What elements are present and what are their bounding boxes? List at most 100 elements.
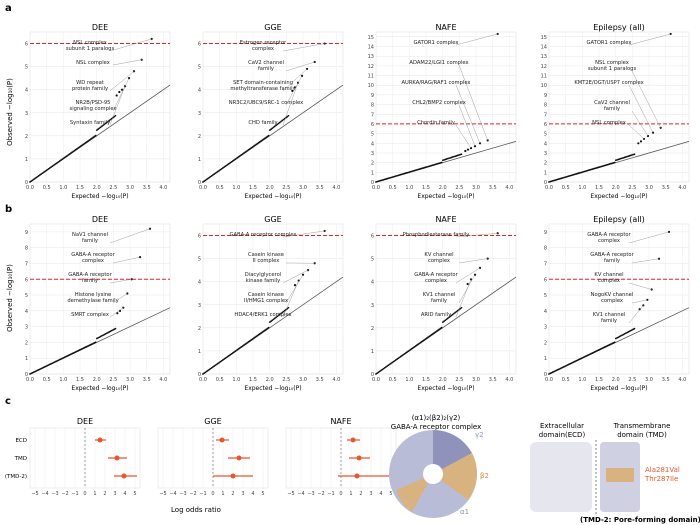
y-tick-label: 0 <box>371 180 374 186</box>
x-tick-label: −4 <box>297 491 304 497</box>
x-tick-label: 3.0 <box>126 185 134 191</box>
forest-plot-nafe: NAFE −5 −4 −3 −2 −1 0 1 2 3 4 5 <box>285 417 397 497</box>
annotation-leader <box>628 305 644 324</box>
y-tick-label: 1 <box>25 157 28 163</box>
x-tick-label: 3.0 <box>472 377 480 383</box>
y-tick-label: 8 <box>544 246 547 252</box>
y-tick-label: 1 <box>198 157 201 163</box>
annotation-label: NR3C2/UBC9/SRC-1 complex <box>229 100 303 106</box>
x-tick-label: 0.0 <box>199 185 207 191</box>
x-tick-label: 3.5 <box>143 185 151 191</box>
qq-point <box>273 317 276 320</box>
y-tick-label: 7 <box>544 112 547 118</box>
tmd2-caption: (TMD-2: Pore-forming domain) <box>580 516 700 524</box>
qq-point <box>267 326 270 329</box>
y-tick-label: 1 <box>544 170 547 176</box>
chart-title: NAFE <box>330 417 351 426</box>
x-tick-label: 1.5 <box>249 185 257 191</box>
qq-point <box>280 120 282 123</box>
tmd2-helix <box>606 468 634 482</box>
annotation-leader <box>282 269 309 284</box>
point-estimate <box>356 455 362 461</box>
structure-title-name: GABA-A receptor complex <box>391 423 481 431</box>
point-estimate <box>230 473 236 479</box>
structure-title-stoichiometry: (α1)₂(β2)₂(γ2) <box>412 414 461 422</box>
x-tick-label: 4 <box>251 491 254 497</box>
annotation-label: demethylase family <box>67 298 118 304</box>
qq-point <box>94 341 97 344</box>
x-tick-label: 2.5 <box>282 377 290 383</box>
annotation-label: NSL complex <box>76 60 110 66</box>
x-axis-label: Expected −log₁₀(P) <box>590 385 647 392</box>
annotation-leader <box>109 279 132 284</box>
qq-point-top <box>464 149 467 153</box>
annotation-label: family <box>258 66 274 72</box>
y-tick-label: 9 <box>544 93 547 99</box>
annotation-leader <box>109 38 152 52</box>
qq-plot-b-gge: GGE 0 1 2 3 4 5 6 0.0 0.5 1.0 1.5 2.0 2.5 3.0 3.5 4.0 Exp… <box>198 215 344 392</box>
qq-plot-b-dee: DEE 0 1 2 3 4 5 6 7 8 9 0.0 0.5 1.0 1.5 2.0 2.5 3.0 3.5 4.0… <box>25 215 171 392</box>
qq-point <box>95 129 98 132</box>
x-tick-label: 3.5 <box>489 185 497 191</box>
y-tick-label: 14 <box>541 45 547 51</box>
annotation-label: kinase family <box>246 278 280 284</box>
annotation-label: CaV2 channel <box>248 60 284 66</box>
x-tick-label: −5 <box>159 491 166 497</box>
ecd-label-line2: domain(ECD) <box>539 431 586 439</box>
annotation-label: CHD family <box>248 120 277 126</box>
qq-point <box>444 319 447 322</box>
y-tick-label: 0 <box>544 180 547 186</box>
qq-point-top <box>650 288 653 291</box>
annotation-label: family <box>82 278 98 284</box>
y-tick-label: 5 <box>544 293 547 299</box>
y-tick-label: 3 <box>198 111 201 117</box>
receptor-structure-illustration: (α1)₂(β2)₂(γ2) GABA-A receptor complex γ… <box>389 414 700 524</box>
x-tick-label: 2.0 <box>93 377 101 383</box>
plot-area <box>202 31 344 183</box>
qq-point-top <box>659 126 662 129</box>
annotation-label: GABA-A receptor <box>587 232 631 238</box>
qq-point <box>275 124 277 127</box>
x-tick-label: 2.0 <box>612 185 620 191</box>
qq-point <box>278 121 281 124</box>
qq-point <box>109 118 112 121</box>
x-tick-label: 1.5 <box>422 377 430 383</box>
annotation-leader <box>112 256 141 264</box>
qq-point <box>103 123 106 126</box>
qq-point <box>286 115 289 118</box>
chart-title: DEE <box>92 23 108 32</box>
qq-plot-b-epilepsy-all-: Epilepsy (all) 0 1 2 3 4 5 6 7 8 9 0.0 0.5 1.0 1.5 2.0 2… <box>544 215 690 392</box>
x-tick-label: 1.5 <box>595 185 603 191</box>
y-tick-label: 12 <box>541 64 547 70</box>
annotation-label: Estrogen receptor <box>240 40 287 46</box>
qq-point <box>107 120 109 123</box>
y-tick-label: 3 <box>544 151 547 157</box>
annotation-label: NogoKV channel <box>591 292 634 298</box>
qq-point <box>114 114 117 117</box>
y-tick-label: 2 <box>25 134 28 140</box>
annotation-label: HDAC4/ERK1 complex <box>234 312 291 318</box>
x-tick-label: 2.0 <box>612 377 620 383</box>
annotation-leader <box>628 282 652 290</box>
annotation-leader <box>628 33 671 46</box>
y-tick-label: 8 <box>371 103 374 109</box>
annotation-label: Syntaxin family <box>70 120 110 126</box>
annotation-label: CaV2 channel <box>594 100 630 106</box>
qq-point-top <box>639 140 643 143</box>
qq-point <box>454 311 457 314</box>
qq-point <box>99 126 102 129</box>
qq-point-top <box>291 89 294 92</box>
qq-point <box>280 312 282 315</box>
point-estimate <box>354 473 360 479</box>
beta2-subunit <box>433 453 477 500</box>
annotation-label: CHL2/BMP2 complex <box>412 100 466 106</box>
qq-point <box>633 327 636 330</box>
annotation-leader <box>285 274 304 304</box>
annotation-label: GABA-A receptor <box>68 272 112 278</box>
y-tick-label: 13 <box>541 54 547 60</box>
annotation-leader <box>631 299 648 304</box>
annotation-label: complex <box>425 278 447 284</box>
x-tick-label: 2.0 <box>266 377 274 383</box>
